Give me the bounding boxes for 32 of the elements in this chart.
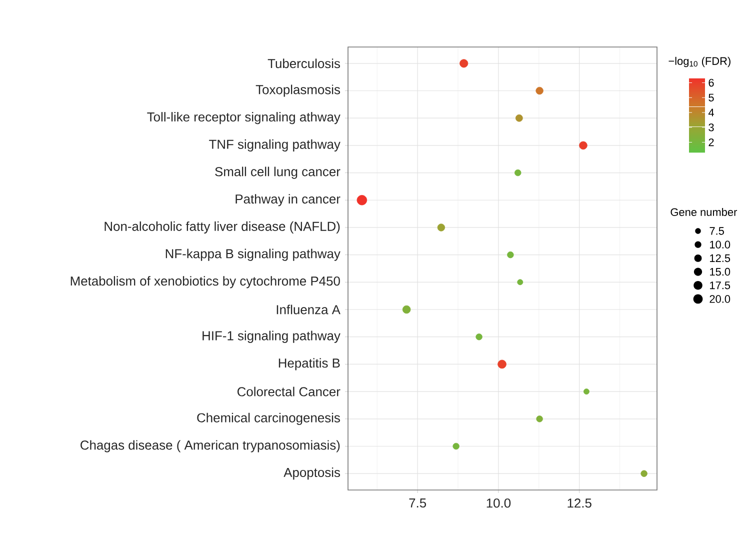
color-bar-label: 3 <box>708 124 714 132</box>
color-bar-title: −log$_{10}$ (FDR) <box>668 56 730 68</box>
y-tick-label: Apoptosis <box>284 468 340 480</box>
legend-label: 10.0 <box>710 240 730 248</box>
y-tick-label: Pathway in cancer <box>236 194 340 206</box>
x-tick-label: 7.5 <box>409 498 426 508</box>
legend-label: 17.5 <box>710 282 730 290</box>
x-tick-label: 12.5 <box>568 498 592 508</box>
x-tick-label: 10.0 <box>486 498 511 508</box>
legend-label: 20.0 <box>710 295 730 303</box>
y-tick-label: TNF signaling pathway <box>209 139 340 152</box>
y-tick-label: NF-kappa B signaling pathway <box>166 248 340 261</box>
y-tick-label: Toxoplasmosis <box>256 84 340 97</box>
legend-label: 7.5 <box>710 227 724 235</box>
legend-title: Gene number <box>670 208 738 216</box>
color-bar-label: 5 <box>708 94 714 102</box>
y-tick-label: Tuberculosis <box>268 58 340 68</box>
y-tick-label: Toll-like receptor signaling athway <box>147 112 340 124</box>
legend-label: 12.5 <box>710 254 730 262</box>
color-bar-label: 2 <box>708 138 714 146</box>
y-tick-label: Non-alcoholic fatty liver disease (NAFLD) <box>104 221 340 234</box>
y-tick-label: Small cell lung cancer <box>215 166 340 179</box>
y-tick-label: Colorectal Cancer <box>237 386 340 396</box>
y-tick-label: Chagas disease ( American trypanosomiasis) <box>80 440 340 452</box>
y-tick-label: Chemical carcinogenesis <box>197 412 340 425</box>
y-tick-label: HIF-1 signaling pathway <box>202 330 340 343</box>
y-tick-label: Metabolism of xenobiotics by cytochrome P450 <box>70 276 340 288</box>
color-bar-label: 6 <box>708 78 714 87</box>
color-bar-label: 4 <box>708 108 714 116</box>
y-tick-label: Hepatitis B <box>278 358 340 370</box>
legend-label: 15.0 <box>710 268 730 276</box>
y-tick-label: Influenza A <box>276 304 340 314</box>
